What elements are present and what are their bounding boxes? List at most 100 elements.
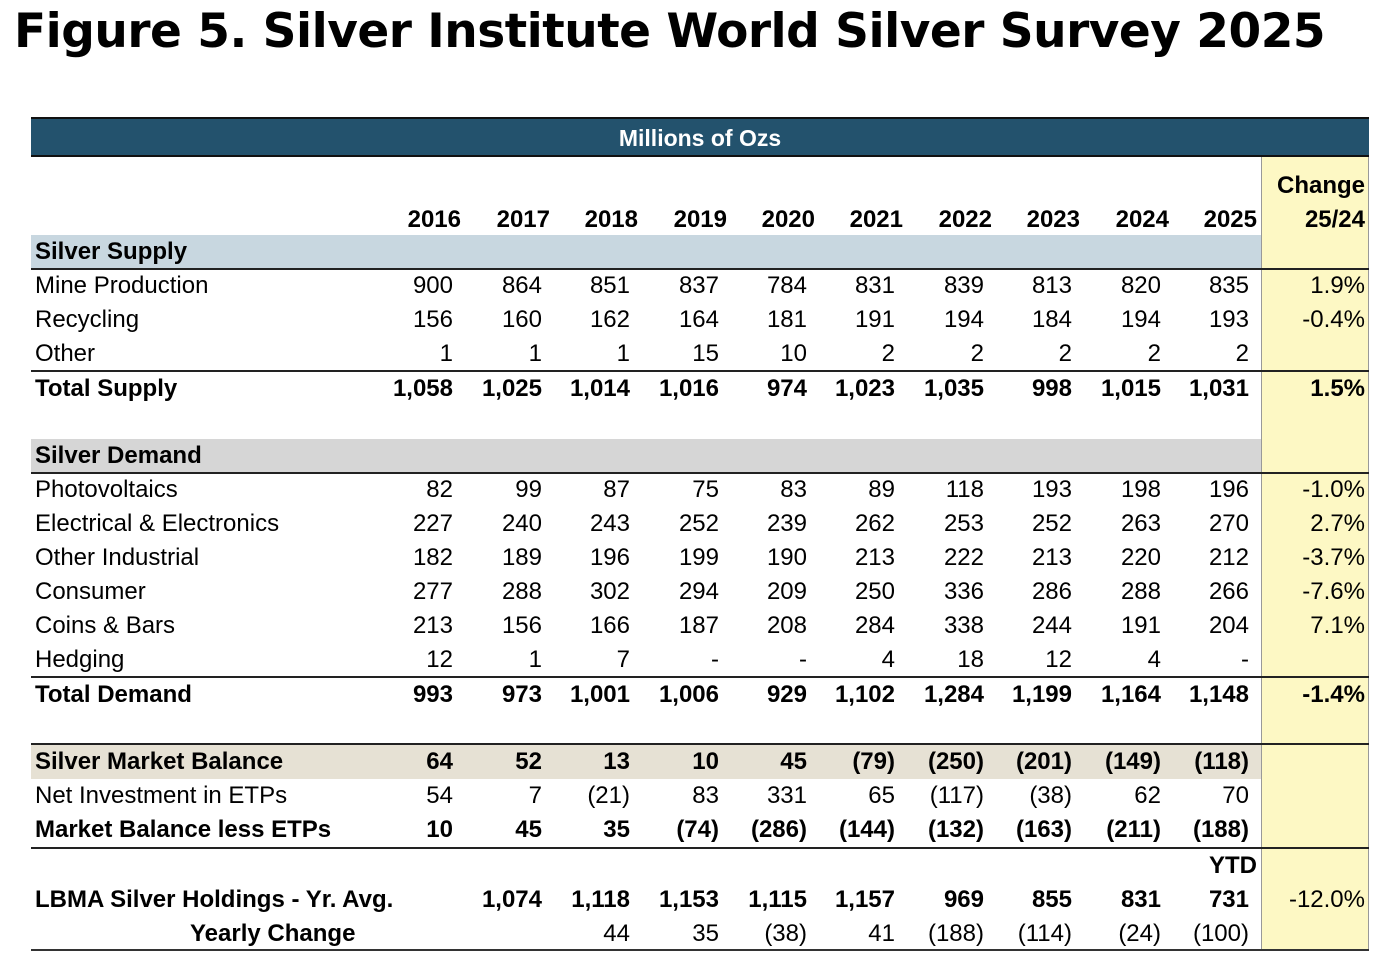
change-cell: 1.9%: [1310, 272, 1365, 299]
ytd-label: YTD: [1209, 852, 1257, 879]
cell-2016: 213: [412, 612, 453, 639]
change-header-line1: Change: [31, 169, 1369, 203]
change-cell: 7.1%: [1310, 612, 1365, 639]
supply-row: Mine Production 900 864 851 837 784 831 839 813 8…: [31, 269, 1369, 303]
cell-2020: 208: [766, 612, 807, 639]
cell-2018: 196: [589, 544, 630, 571]
cell-2017: 45: [515, 816, 542, 843]
cell-2017: 189: [501, 544, 542, 571]
lbma-divider-top: [31, 847, 1369, 849]
cell-2023: 2: [1058, 340, 1072, 367]
cell-2016: 156: [412, 306, 453, 333]
balance-less-etps-row: Market Balance less ETPs 10 45 35 (74) (286) (…: [31, 813, 1369, 847]
cell-2016: 10: [426, 816, 453, 843]
demand-row: Electrical & Electronics 227 240 243 252 239 2…: [31, 507, 1369, 541]
cell-2016: 993: [412, 681, 453, 708]
demand-section-header: Silver Demand: [31, 439, 1369, 473]
units-banner: Millions of Ozs: [31, 117, 1369, 157]
cell-2019: 10: [692, 748, 719, 775]
cell-2017: 7: [528, 782, 542, 809]
cell-2025: 1,031: [1188, 375, 1249, 402]
cell-2025: 835: [1208, 272, 1249, 299]
year-header-2025: 2025: [1203, 206, 1257, 233]
yearly-change-row: Yearly Change 44 35 (38) 41 (188) (114) (24) (10…: [31, 917, 1369, 951]
cell-2018: 35: [603, 816, 630, 843]
cell-2025: 731: [1208, 886, 1249, 913]
balance-band: [31, 745, 1261, 779]
row-label: Market Balance less ETPs: [35, 816, 332, 843]
cell-2021: 191: [854, 306, 895, 333]
cell-2019: 35: [692, 920, 719, 947]
cell-2019: 199: [678, 544, 719, 571]
cell-2019: 294: [678, 578, 719, 605]
cell-2023: (38): [1029, 782, 1072, 809]
cell-2019: 1,153: [658, 886, 719, 913]
cell-2021: (144): [838, 816, 895, 843]
cell-2025: 266: [1208, 578, 1249, 605]
cell-2020: (38): [764, 920, 807, 947]
change-cell: 1.5%: [1310, 375, 1365, 402]
cell-2021: 831: [854, 272, 895, 299]
cell-2019: 15: [692, 340, 719, 367]
cell-2017: 160: [501, 306, 542, 333]
cell-2024: 831: [1120, 886, 1161, 913]
lbma-holdings-row: LBMA Silver Holdings - Yr. Avg. 1,074 1,11…: [31, 883, 1369, 917]
market-balance-row: Silver Market Balance 64 52 13 10 45 (79) (250)…: [31, 745, 1369, 779]
cell-2024: 263: [1120, 510, 1161, 537]
cell-2020: 331: [766, 782, 807, 809]
cell-2021: 250: [854, 578, 895, 605]
cell-2019: (74): [676, 816, 719, 843]
year-header-row: 2016 2017 2018 2019 2020 2021 2022 2023 2024 2025…: [31, 203, 1369, 237]
cell-2018: 1: [616, 340, 630, 367]
cell-2023: 193: [1031, 476, 1072, 503]
cell-2018: 851: [589, 272, 630, 299]
ytd-label-row: YTD: [31, 849, 1369, 883]
cell-2024: (24): [1118, 920, 1161, 947]
cell-2017: 52: [515, 748, 542, 775]
cell-2022: (117): [929, 782, 984, 809]
etp-row: Net Investment in ETPs 54 7 (21) 83 331 65 (117…: [31, 779, 1369, 813]
cell-2024: 2: [1147, 340, 1161, 367]
cell-2021: 41: [868, 920, 895, 947]
demand-row: Photovoltaics 82 99 87 75 83 89 118 193 198 196 -1.…: [31, 473, 1369, 507]
cell-2022: 194: [943, 306, 984, 333]
cell-2020: 239: [766, 510, 807, 537]
supply-divider-top: [31, 268, 1369, 270]
cell-2020: 1,115: [748, 886, 807, 913]
cell-2018: 1,001: [569, 681, 630, 708]
cell-2020: 190: [766, 544, 807, 571]
cell-2024: 198: [1120, 476, 1161, 503]
cell-2019: 837: [678, 272, 719, 299]
cell-2019: 1,016: [658, 375, 719, 402]
cell-2018: 243: [589, 510, 630, 537]
row-label: LBMA Silver Holdings - Yr. Avg.: [35, 886, 394, 913]
cell-2025: -: [1241, 646, 1249, 673]
row-label: Mine Production: [35, 272, 209, 299]
cell-2017: 973: [501, 681, 542, 708]
cell-2021: 65: [868, 782, 895, 809]
cell-2024: 220: [1120, 544, 1161, 571]
cell-2018: 162: [589, 306, 630, 333]
row-label: Other Industrial: [35, 544, 200, 571]
cell-2024: 1,015: [1100, 375, 1161, 402]
change-cell: -1.4%: [1302, 681, 1365, 708]
cell-2023: 855: [1031, 886, 1072, 913]
cell-2020: 10: [780, 340, 807, 367]
cell-2023: 12: [1045, 646, 1072, 673]
cell-2018: 87: [603, 476, 630, 503]
cell-2021: 89: [868, 476, 895, 503]
cell-2016: 82: [426, 476, 453, 503]
year-header-2020: 2020: [761, 206, 815, 233]
cell-2024: 4: [1147, 646, 1161, 673]
cell-2017: 1,025: [481, 375, 542, 402]
cell-2019: 1,006: [658, 681, 719, 708]
cell-2021: 284: [854, 612, 895, 639]
cell-2024: (149): [1104, 748, 1161, 775]
cell-2023: (163): [1015, 816, 1072, 843]
change-cell: -7.6%: [1302, 578, 1365, 605]
supply-header-band: [31, 235, 1261, 269]
cell-2016: 1: [439, 340, 453, 367]
change-header-text: Change: [1276, 172, 1365, 199]
cell-2023: (201): [1015, 748, 1072, 775]
change-cell: -12.0%: [1288, 886, 1365, 913]
